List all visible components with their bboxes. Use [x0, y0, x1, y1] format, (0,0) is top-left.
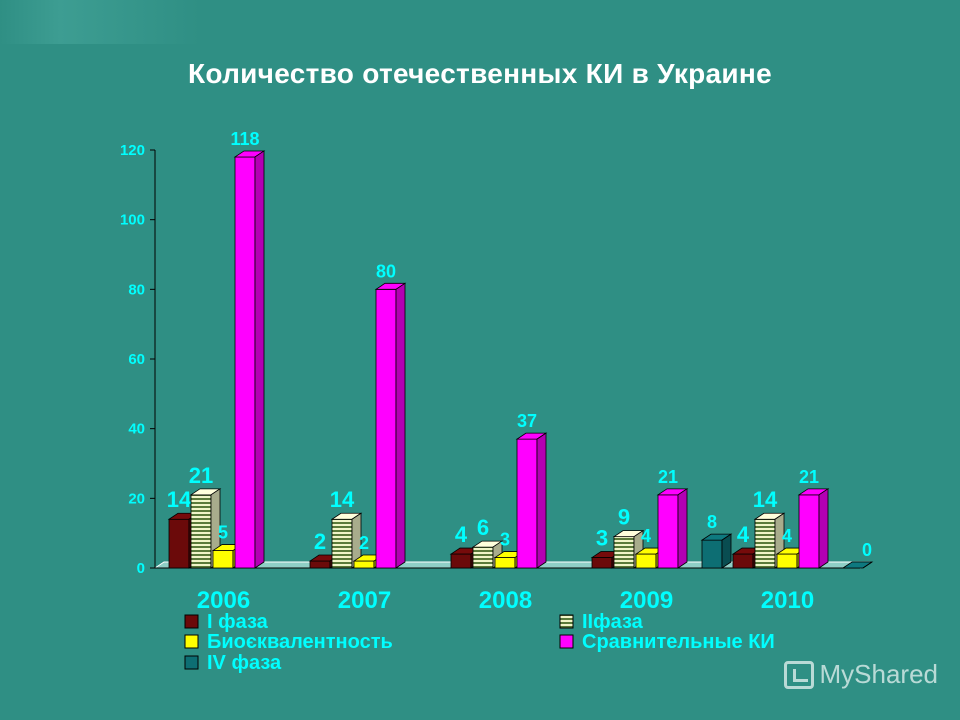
legend-swatch-1: [559, 614, 574, 629]
presentation-icon: [783, 660, 814, 689]
y-tick-label: 80: [128, 281, 145, 298]
y-tick-label: 40: [128, 421, 145, 438]
data-label-1-2010: 14: [753, 487, 778, 512]
y-tick-label: 0: [137, 560, 145, 577]
y-tick-label: 100: [120, 212, 145, 229]
data-label-3-2007: 80: [376, 261, 396, 281]
legend-label-1: IIфаза: [582, 611, 644, 633]
legend-label-4: IV фаза: [207, 652, 282, 674]
legend-swatch-3: [559, 634, 574, 649]
legend-swatch-0: [184, 614, 199, 629]
data-label-1-2009: 9: [618, 505, 630, 530]
legend-label-3: Сравнительные КИ: [582, 631, 775, 653]
bar-4-2009: [701, 539, 723, 569]
x-tick-label: 2009: [620, 587, 673, 614]
y-tick-label: 120: [120, 142, 145, 159]
page-title: Количество отечественных КИ в Украине: [187, 58, 773, 89]
data-label-3-2006: 118: [230, 129, 259, 149]
data-label-0-2010: 4: [737, 522, 750, 547]
bar-side-3-2009: [677, 488, 688, 569]
bar-3-2007: [375, 288, 397, 569]
bar-0-2006: [168, 518, 190, 569]
data-label-1-2007: 14: [330, 487, 355, 512]
bar-2-2006: [212, 550, 234, 569]
legend-swatch-2: [184, 634, 199, 649]
legend-swatch-4: [184, 655, 199, 670]
data-label-3-2009: 21: [658, 467, 678, 487]
bar-1-2009: [613, 536, 635, 569]
bar-2-2007: [353, 560, 375, 569]
data-label-2-2007: 2: [359, 533, 369, 553]
y-tick-label: 20: [128, 490, 145, 507]
data-label-3-2010: 21: [799, 467, 819, 487]
data-label-3-2008: 37: [517, 411, 537, 431]
bar-3-2010: [798, 494, 820, 569]
bar-0-2009: [591, 557, 613, 569]
bar-2-2009: [635, 553, 657, 569]
bar-1-2007: [331, 518, 353, 569]
data-label-0-2008: 4: [455, 522, 468, 547]
data-label-1-2006: 21: [189, 463, 213, 488]
y-tick-label: 60: [128, 351, 145, 368]
bar-2-2008: [494, 557, 516, 569]
bar-1-2006: [190, 494, 212, 569]
x-tick-label: 2006: [197, 587, 250, 614]
bar-0-2010: [732, 553, 754, 569]
bar-3-2008: [516, 438, 538, 569]
data-label-4-2009: 8: [707, 512, 717, 532]
data-label-2-2010: 4: [782, 526, 792, 546]
bar-1-2010: [754, 518, 776, 569]
x-tick-label: 2007: [338, 587, 391, 614]
bar-side-4-2009: [721, 533, 732, 569]
data-label-2-2006: 5: [218, 523, 228, 543]
bar-side-3-2008: [536, 432, 547, 569]
data-label-4-2010: 0: [862, 540, 872, 560]
bar-side-4-2010: [862, 561, 873, 569]
bar-3-2009: [657, 494, 679, 569]
data-label-0-2007: 2: [314, 529, 326, 554]
watermark: MyShared: [783, 659, 939, 690]
bar-side-3-2007: [395, 282, 406, 569]
bar-3-2006: [234, 156, 256, 569]
data-label-2-2009: 4: [641, 526, 651, 546]
x-tick-label: 2008: [479, 587, 532, 614]
data-label-0-2009: 3: [596, 526, 608, 551]
watermark-text: MyShared: [819, 659, 939, 689]
top-decoration-band: [0, 0, 960, 44]
x-tick-label: 2010: [761, 587, 814, 614]
bar-0-2007: [309, 560, 331, 569]
data-label-2-2008: 3: [500, 530, 510, 550]
bar-side-3-2006: [254, 150, 265, 569]
bar-0-2008: [450, 553, 472, 569]
legend-label-2: Биоєквалентность: [207, 631, 393, 653]
bar-2-2010: [776, 553, 798, 569]
bar-1-2008: [472, 546, 494, 569]
data-label-0-2006: 14: [167, 487, 192, 512]
data-label-1-2008: 6: [477, 515, 489, 540]
legend-label-0: I фаза: [207, 611, 269, 633]
bar-side-3-2010: [818, 488, 829, 569]
